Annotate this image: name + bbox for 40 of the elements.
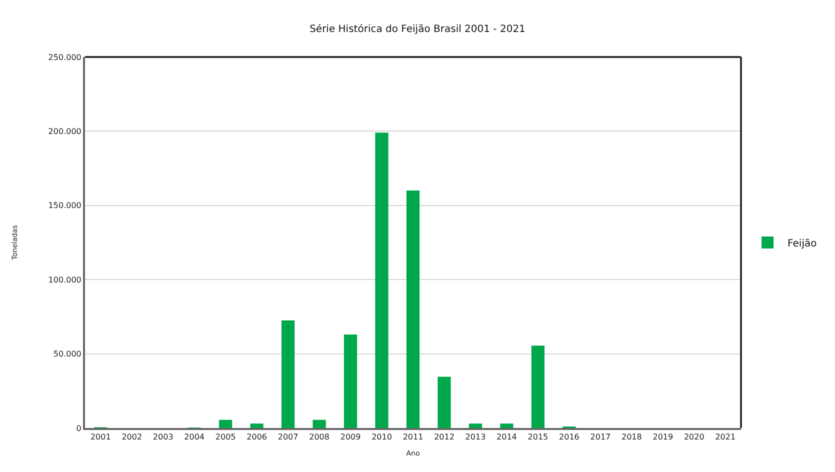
- bar: [406, 190, 420, 428]
- bar: [344, 334, 358, 428]
- x-tick-label: 2015: [528, 432, 548, 442]
- x-tick-label: 2014: [496, 432, 517, 442]
- x-tick-label: 2018: [621, 432, 642, 442]
- legend-label: Feijão: [788, 238, 817, 250]
- x-tick-label: 2020: [684, 432, 704, 442]
- bar: [531, 346, 545, 428]
- bar: [219, 420, 232, 428]
- y-tick-label: 250.000: [48, 52, 82, 62]
- x-tick-label: 2017: [590, 432, 611, 442]
- bar: [312, 420, 326, 428]
- bar: [250, 424, 264, 428]
- x-tick-label: 2011: [402, 432, 424, 442]
- x-tick-label: 2008: [309, 432, 330, 442]
- x-tick-label: 2001: [90, 432, 111, 442]
- x-tick-label: 2007: [278, 432, 298, 442]
- bar: [468, 424, 482, 428]
- x-tick-label: 2019: [652, 432, 674, 442]
- x-tick-label: 2009: [340, 432, 361, 442]
- y-tick-label: 0: [76, 424, 82, 433]
- chart-title: Série Histórica do Feijão Brasil 2001 - 2021: [310, 24, 526, 35]
- x-tick-label: 2004: [184, 432, 205, 442]
- x-tick-label: 2013: [465, 432, 486, 442]
- x-tick-label: 2003: [152, 432, 174, 442]
- x-tick-label: 2005: [215, 432, 236, 442]
- y-tick-label: 150.000: [48, 201, 82, 210]
- x-tick-label: 2006: [246, 432, 267, 442]
- x-tick-label: 2002: [122, 432, 142, 442]
- y-tick-label: 50.000: [53, 350, 82, 359]
- bar: [375, 132, 388, 428]
- x-tick-label: 2012: [434, 432, 454, 442]
- bar: [438, 376, 451, 428]
- x-tick-label: 2021: [715, 432, 736, 442]
- bar: [281, 320, 295, 428]
- y-tick-label: 200.000: [48, 127, 82, 136]
- x-tick-label: 2016: [559, 432, 580, 442]
- y-tick-label: 100.000: [48, 275, 82, 284]
- bar: [500, 424, 514, 428]
- x-tick-label: 2010: [372, 432, 392, 442]
